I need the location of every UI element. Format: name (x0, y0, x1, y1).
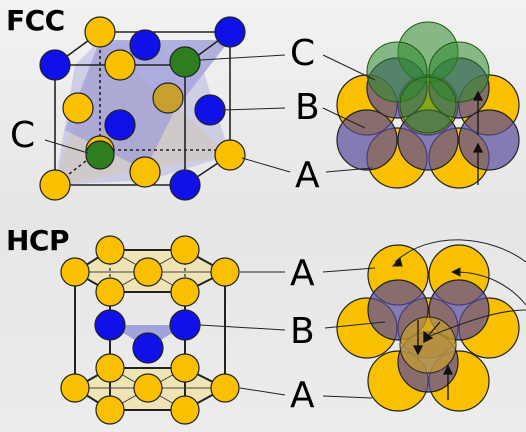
fcc-unit-cell (39, 16, 291, 201)
fcc-atom-c (85, 140, 115, 170)
fcc-atom-b (39, 49, 71, 81)
fcc-atom-c (169, 46, 201, 78)
fcc-atom-a (84, 16, 116, 48)
fcc-atom-a (62, 92, 94, 124)
hcp-heading: HCP (6, 224, 70, 257)
fcc-atom-b (194, 94, 226, 126)
fcc-atom-center (152, 82, 184, 114)
fcc-atom-b (169, 169, 201, 201)
fcc-label-b: B (295, 87, 320, 128)
fcc-label-c-right: C (290, 33, 316, 74)
fcc-atom-a (104, 49, 136, 81)
fcc-atom-b (104, 109, 136, 141)
fcc-atom-a (214, 139, 246, 171)
fcc-label-c-left: C (10, 115, 36, 156)
fcc-atom-b (129, 29, 161, 61)
fcc-label-a: A (295, 155, 320, 196)
hcp-label-a-top: A (290, 253, 315, 294)
hcp-label-b: B (290, 311, 315, 352)
hcp-top-view (322, 239, 526, 412)
fcc-atom-b (214, 16, 246, 48)
fcc-atom-a (129, 156, 161, 188)
fcc-heading: FCC (6, 4, 65, 37)
fcc-top-view (322, 21, 520, 189)
hcp-unit-cell (60, 235, 286, 425)
fcc-atom-a (39, 169, 71, 201)
hcp-label-a-bottom: A (290, 375, 315, 416)
